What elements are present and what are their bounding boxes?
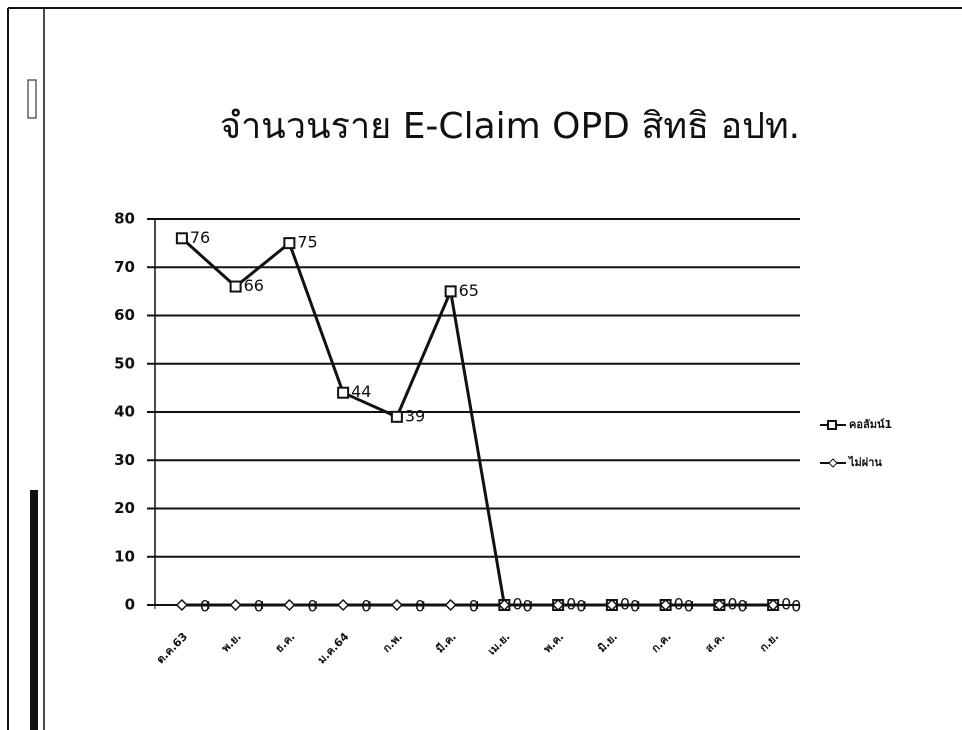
marker [444,285,457,298]
y-tick-label: 60 [114,306,135,324]
marker [767,598,780,612]
x-tick-label: พ.ย. [219,630,244,655]
marker [390,598,403,612]
data-label: 0 [361,597,371,616]
y-tick-label: 40 [114,403,135,421]
x-tick-label: เม.ย. [485,630,512,657]
marker [390,410,403,423]
data-label: 0 [522,597,532,616]
data-label: 0 [469,597,479,616]
legend-marker [828,458,838,468]
marker [552,598,565,612]
data-label: 75 [297,233,317,252]
data-label: 44 [351,382,371,401]
frame-mark [30,490,38,730]
x-tick-label: ต.ค.63 [154,630,190,666]
chart-title: จำนวนราย E-Claim OPD สิทธิ อปท. [220,106,800,147]
marker [175,232,188,245]
data-label: 0 [200,597,210,616]
data-label: 0 [254,597,264,616]
x-tick-label: พ.ค. [541,630,566,655]
legend-label: คอลัมน์1 [849,418,892,431]
x-tick-label: ส.ค. [703,630,728,655]
frame-mark [27,79,37,119]
data-label: 0 [576,597,586,616]
marker [337,386,350,399]
legend-marker [827,420,837,430]
marker [175,598,188,612]
y-tick-label: 20 [114,499,135,517]
data-label: 0 [630,597,640,616]
marker [283,237,296,250]
x-tick-label: ม.ค.64 [315,630,352,667]
marker [337,598,350,612]
data-label: 0 [737,597,747,616]
x-tick-label: มี.ค. [433,630,458,655]
data-label: 65 [459,281,479,300]
x-tick-label: ก.ค. [649,630,674,655]
marker [444,598,457,612]
data-label: 0 [307,597,317,616]
x-tick-label: มิ.ย. [595,630,620,655]
y-tick-label: 70 [114,258,135,276]
y-tick-label: 50 [114,354,135,372]
x-tick-label: ก.พ. [380,630,405,655]
y-tick-label: 0 [125,596,135,614]
data-label: 0 [781,595,791,614]
marker [659,598,672,612]
data-label: 0 [415,597,425,616]
marker [229,598,242,612]
data-label: 0 [684,597,694,616]
marker [713,598,726,612]
data-label: 39 [405,406,425,425]
y-tick-label: 10 [114,547,135,565]
legend-label: ไม่ผ่าน [847,455,882,469]
y-tick-label: 30 [114,451,135,469]
marker [229,280,242,293]
x-tick-label: ธ.ค. [273,630,298,655]
x-tick-label: ก.ย. [757,630,781,654]
marker [283,598,296,612]
data-label: 66 [244,276,264,295]
marker [498,598,511,612]
data-label: 76 [190,228,210,247]
y-tick-label: 80 [114,210,135,228]
data-label: 0 [791,597,801,616]
marker [605,598,618,612]
